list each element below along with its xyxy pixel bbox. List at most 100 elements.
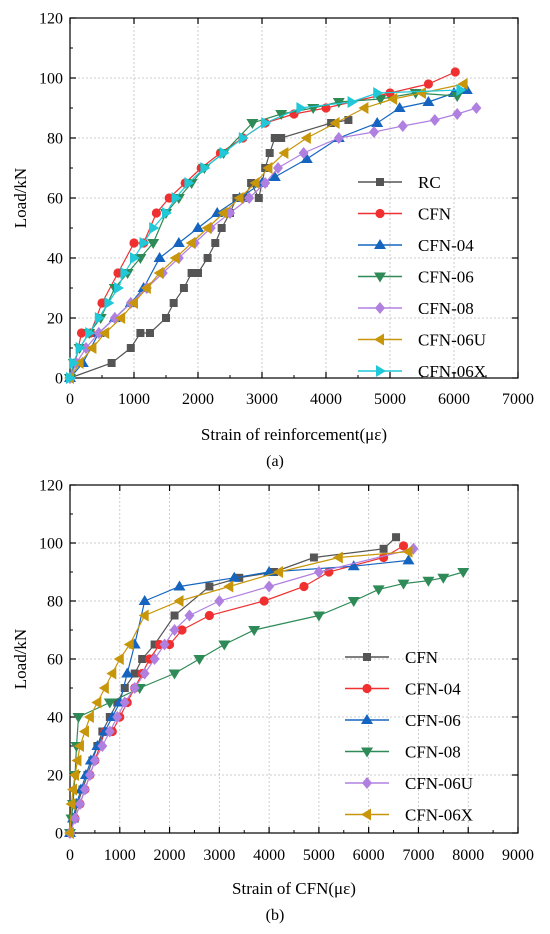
- chart-a-data-point: [172, 237, 185, 247]
- chart-b-data-point: [130, 669, 139, 678]
- chart-a-data-point: [416, 87, 426, 99]
- chart-panel-a: 0 1000 2000 3000 4000 5000 6000 7000 0 20 40 60 80 10…: [11, 11, 534, 471]
- chart-b-y-axis-label: Load/kN: [11, 629, 30, 689]
- chart-a-legend-label: CFN: [418, 205, 451, 224]
- chart-a-series-line: [69, 107, 477, 379]
- chart-a-data-point: [201, 222, 212, 234]
- chart-a-data-point: [329, 117, 340, 129]
- chart-b-series-cfn-06u: [65, 542, 419, 839]
- chart-b-data-point: [149, 653, 160, 665]
- chart-a-data-point: [422, 96, 435, 106]
- chart-a-data-point: [270, 134, 279, 142]
- chart-a-data-point: [149, 222, 160, 234]
- chart-b-data-point: [173, 595, 184, 607]
- chart-b-xtick-label: 5000: [303, 847, 335, 864]
- chart-b-data-point: [248, 626, 261, 636]
- chart-b-legend-marker: [361, 714, 373, 724]
- chart-a-data-point: [187, 269, 196, 277]
- chart-a-data-point: [300, 132, 311, 144]
- chart-b-data-point: [402, 545, 413, 558]
- chart-a-series-cfn-06x: [66, 84, 467, 384]
- chart-a-data-point: [347, 96, 358, 108]
- chart-a-data-point: [128, 297, 138, 309]
- chart-b-ytick-label: 80: [47, 594, 63, 611]
- chart-a-legend-item: CFN-06X: [358, 362, 486, 381]
- chart-a-data-point: [146, 329, 154, 337]
- chart-a-xtick-label: 3000: [246, 391, 278, 408]
- chart-b-data-point: [347, 560, 360, 571]
- chart-b-xtick-label: 7000: [402, 847, 434, 864]
- chart-a-data-point: [277, 134, 286, 142]
- chart-a-data-point: [153, 267, 164, 279]
- chart-a-data-point: [273, 162, 283, 174]
- chart-a-y-axis-label: Load/kN: [11, 168, 30, 228]
- chart-a-data-point: [169, 252, 180, 264]
- chart-b-x-axis-label: Strain of CFN(με): [232, 879, 356, 898]
- chart-b-data-point: [106, 667, 117, 680]
- chart-a-legend-label: RC: [418, 173, 441, 192]
- chart-a-data-point: [75, 342, 86, 354]
- chart-a-legend-marker: [374, 333, 384, 346]
- chart-a-legend-item: CFN-04: [358, 236, 474, 255]
- chart-a-grid: [70, 18, 518, 378]
- chart-b-data-point: [235, 573, 244, 582]
- chart-a-data-point: [97, 298, 107, 308]
- chart-b-data-point: [84, 769, 95, 781]
- chart-b-xtick-label: 3000: [203, 847, 235, 864]
- chart-a-series-line: [69, 89, 467, 379]
- chart-a-data-point: [262, 162, 273, 174]
- chart-b-series-cfn-06x: [64, 545, 413, 839]
- chart-a-data-point: [194, 269, 202, 277]
- chart-a-data-point: [217, 224, 226, 232]
- chart-b-legend-item: CFN-06: [345, 711, 461, 730]
- chart-b-data-point: [273, 566, 284, 578]
- chart-a-data-point: [233, 192, 244, 204]
- chart-b-data-point: [347, 597, 360, 607]
- chart-a-legend-marker: [375, 302, 385, 314]
- chart-a-data-point: [93, 327, 104, 339]
- chart-b-legend-label: CFN-06: [405, 711, 461, 730]
- chart-b-series-cfn-04: [65, 541, 409, 838]
- chart-b-data-point: [123, 638, 134, 651]
- chart-b-data-point: [457, 568, 470, 578]
- chart-a-data-point: [371, 117, 384, 127]
- chart-a-x-axis-label: Strain of reinforcement(με): [201, 425, 387, 444]
- chart-a-xtick-label: 4000: [310, 391, 342, 408]
- chart-a-ytick-label: 0: [55, 371, 63, 388]
- chart-a-data-point: [275, 110, 288, 120]
- chart-b-data-point: [65, 798, 76, 810]
- chart-b-data-point: [103, 698, 116, 709]
- chart-b-data-point: [397, 579, 410, 590]
- chart-a-data-point: [185, 237, 196, 249]
- chart-b-data-point: [129, 682, 140, 694]
- chart-a-data-point: [452, 108, 463, 120]
- chart-b-data-point: [170, 611, 179, 620]
- chart-b-data-point: [168, 669, 181, 680]
- chart-b-data-point: [193, 655, 206, 665]
- chart-a-legend-marker: [374, 272, 386, 283]
- chart-a-data-point: [278, 147, 289, 159]
- chart-b-data-point: [78, 725, 89, 738]
- chart-a-data-point: [104, 297, 115, 309]
- chart-b-legend-marker: [363, 653, 371, 661]
- chart-a-data-point: [254, 194, 263, 202]
- chart-a-legend-label: CFN-08: [418, 299, 474, 318]
- chart-panel-b: 0 1000 2000 3000 4000 5000 6000 7000 8000 9000 0 20…: [11, 478, 534, 925]
- chart-a-legend-marker: [374, 239, 386, 249]
- chart-b-xtick-label: 4000: [253, 847, 285, 864]
- chart-a-data-point: [130, 252, 140, 264]
- chart-b-data-point: [139, 667, 150, 680]
- chart-a-data-point: [387, 93, 398, 105]
- chart-a-legend-item: RC: [358, 173, 441, 192]
- chart-a-data-point: [373, 87, 384, 99]
- chart-a-legend-label: CFN-06X: [418, 362, 486, 381]
- chart-b-data-point: [98, 682, 109, 694]
- chart-b-xtick-label: 2000: [154, 847, 186, 864]
- chart-b-data-point: [259, 596, 269, 606]
- chart-a-ytick-label: 100: [39, 71, 63, 88]
- chart-a-data-point: [140, 282, 151, 294]
- chart-b-xtick-label: 1000: [104, 847, 136, 864]
- chart-a-legend-marker: [375, 208, 385, 219]
- chart-b-ytick-label: 120: [39, 478, 63, 495]
